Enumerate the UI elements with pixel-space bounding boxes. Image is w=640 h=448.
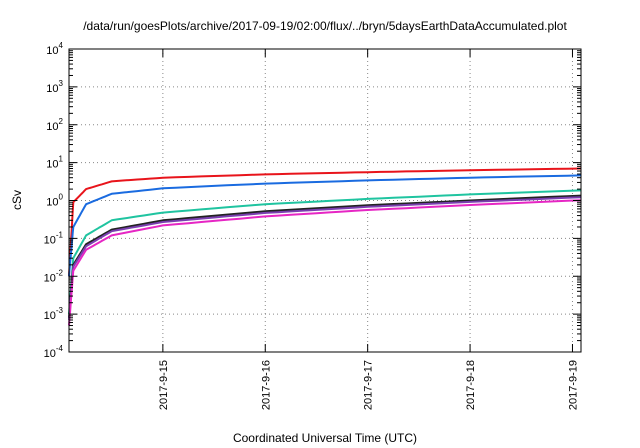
series-line-1 <box>68 167 582 277</box>
y-tick-label: 10-4 <box>44 344 64 360</box>
series-line-6 <box>68 199 582 326</box>
y-tick-label: 10-1 <box>44 230 64 246</box>
series-line-3 <box>68 189 582 315</box>
y-tick-label: 10-3 <box>44 306 64 322</box>
y-tick-label: 104 <box>46 41 63 57</box>
y-axis-label: cSv <box>10 190 24 210</box>
series-line-5 <box>68 196 582 321</box>
x-axis-label: Coordinated Universal Time (UTC) <box>233 431 417 445</box>
ticks: 10-4 10-3 10-2 10-1 100 101 102 103 104 2017-9-15… <box>44 41 581 410</box>
y-tick-label: 101 <box>46 155 63 171</box>
y-tick-label: 10-2 <box>44 268 64 284</box>
x-tick-label: 2017-9-16 <box>260 360 272 410</box>
x-tick-label: 2017-9-18 <box>465 360 477 410</box>
series-line-2 <box>68 174 582 277</box>
x-tick-label: 2017-9-17 <box>363 360 375 410</box>
chart-title: /data/run/goesPlots/archive/2017-09-19/0… <box>83 19 567 33</box>
series-line-4 <box>68 194 582 318</box>
x-tick-label: 2017-9-15 <box>158 360 170 410</box>
y-tick-label: 103 <box>46 79 63 95</box>
x-tick-label: 2017-9-19 <box>567 360 579 410</box>
y-tick-label: 100 <box>46 193 63 209</box>
y-tick-label: 102 <box>46 117 63 133</box>
series-group <box>68 167 582 326</box>
